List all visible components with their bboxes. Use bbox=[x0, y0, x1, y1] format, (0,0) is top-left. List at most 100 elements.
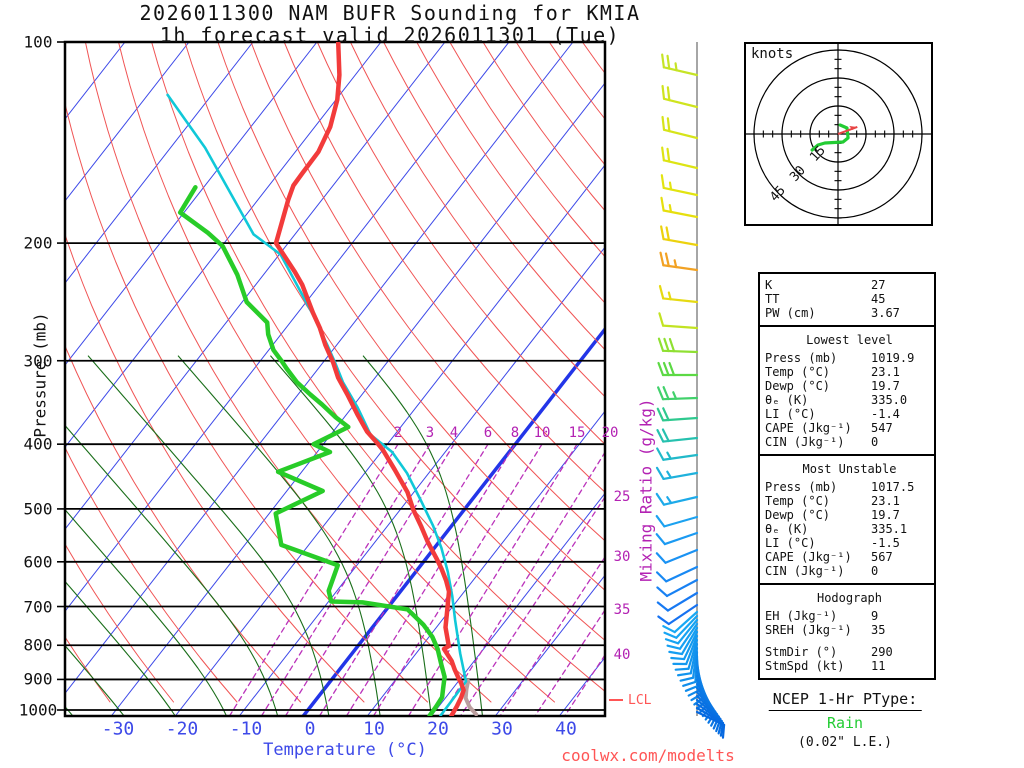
stats-row-label: CIN (Jkg⁻¹) bbox=[765, 435, 845, 449]
wind-barb bbox=[660, 196, 699, 219]
stats-row-value: 9 bbox=[871, 609, 879, 623]
pressure-tick-label-1000: 1000 bbox=[18, 700, 58, 720]
mixing-ratio-label-10: 10 bbox=[533, 425, 551, 441]
mixing-ratio-axis-label: Mixing Ratio (g/kg) bbox=[636, 398, 656, 582]
wind-barb bbox=[668, 626, 699, 656]
stats-row-value: 27 bbox=[871, 278, 886, 292]
wind-barb bbox=[656, 591, 699, 612]
temp-tick-label-30: 30 bbox=[491, 718, 513, 740]
stats-section-header: Lowest level bbox=[806, 333, 893, 347]
wind-barb bbox=[656, 428, 699, 443]
stats-section-header: Hodograph bbox=[816, 591, 883, 605]
stats-row-label: CAPE (Jkg⁻¹) bbox=[765, 550, 852, 564]
temp-tick-label--20: -20 bbox=[165, 718, 199, 740]
temp-tick-label-0: 0 bbox=[304, 718, 316, 740]
temp-tick-label-40: 40 bbox=[555, 718, 577, 740]
mixing-ratio-label-15: 15 bbox=[568, 425, 586, 441]
wind-barb bbox=[656, 407, 699, 422]
stats-row-value: -1.5 bbox=[871, 536, 900, 550]
wind-barb bbox=[657, 337, 699, 354]
stats-row-label: StmSpd (kt) bbox=[765, 659, 845, 673]
stats-section-1: Lowest level Press (mb) 1019.9 Temp (°C) 23.… bbox=[760, 325, 934, 454]
stats-row-label: Temp (°C) bbox=[765, 494, 831, 508]
stats-row: K 27 bbox=[765, 278, 934, 292]
pressure-tick-label-300: 300 bbox=[23, 351, 53, 371]
ptype-block: NCEP 1-Hr PType: Rain (0.02" L.E.) bbox=[768, 690, 922, 750]
stats-section-0: K 27 TT 45 PW (cm) 3.67 bbox=[760, 274, 934, 325]
mixing-ratio-label-20: 20 bbox=[601, 425, 619, 441]
stats-row-label: EH (Jkg⁻¹) bbox=[765, 609, 838, 623]
storm-motion-arrowhead bbox=[849, 125, 858, 130]
stats-row-label: Press (mb) bbox=[765, 351, 838, 365]
chart-title-line2: 1h forecast valid 2026011301 (Tue) bbox=[159, 23, 621, 47]
pressure-tick-label-400: 400 bbox=[23, 434, 53, 454]
stats-row-value: 45 bbox=[871, 292, 886, 306]
mixing-ratio-label-35: 35 bbox=[613, 602, 631, 618]
wind-barb bbox=[663, 614, 699, 639]
stats-row-value: 19.7 bbox=[871, 508, 900, 522]
wind-barb bbox=[655, 466, 699, 481]
stats-row-label: LI (°C) bbox=[765, 407, 816, 421]
wind-barb bbox=[655, 548, 699, 564]
wind-barb bbox=[655, 492, 699, 506]
parcel-trace bbox=[463, 679, 479, 716]
pressure-tick-label-600: 600 bbox=[23, 552, 53, 572]
mixing-ratio-label-40: 40 bbox=[613, 647, 631, 663]
stats-panel: K 27 TT 45 PW (cm) 3.67 Lowest level Press (mb)… bbox=[758, 272, 936, 680]
pressure-tick-label-200: 200 bbox=[23, 233, 53, 253]
mixing-ratio-label-30: 30 bbox=[613, 549, 631, 565]
pressure-tick-label-700: 700 bbox=[23, 597, 53, 617]
ptype-value: Rain bbox=[826, 714, 864, 732]
stats-row: Press (mb) 1017.5 bbox=[765, 480, 934, 494]
stats-row: StmDir (°) 290 bbox=[765, 645, 934, 659]
wind-barb bbox=[661, 146, 699, 170]
stats-row-value: -1.4 bbox=[871, 407, 900, 421]
skewt-grid bbox=[65, 42, 605, 716]
mixing-ratio-label-8: 8 bbox=[510, 425, 520, 441]
wind-barb bbox=[656, 578, 699, 598]
stats-row-label: StmDir (°) bbox=[765, 645, 838, 659]
stats-row: EH (Jkg⁻¹) 9 bbox=[765, 609, 934, 623]
ptype-title: NCEP 1-Hr PType: bbox=[768, 690, 922, 711]
wind-barb bbox=[656, 447, 699, 461]
stats-row-label: Temp (°C) bbox=[765, 365, 831, 379]
stats-row-value: 547 bbox=[871, 421, 893, 435]
pressure-tick-label-900: 900 bbox=[23, 669, 53, 689]
temp-tick-label--10: -10 bbox=[229, 718, 263, 740]
stats-row-value: 19.7 bbox=[871, 379, 900, 393]
stats-row: LI (°C) -1.4 bbox=[765, 407, 934, 421]
wind-barb bbox=[661, 53, 699, 77]
stats-row: LI (°C) -1.5 bbox=[765, 536, 934, 550]
wind-barb bbox=[655, 514, 699, 528]
wind-barb bbox=[661, 115, 699, 140]
stats-row: TT 45 bbox=[765, 292, 934, 306]
stats-row-value: 23.1 bbox=[871, 494, 900, 508]
wind-barb bbox=[658, 312, 699, 330]
stats-row-value: 1019.9 bbox=[871, 351, 915, 365]
stats-row: StmSpd (kt) 11 bbox=[765, 659, 934, 673]
stats-row-value: 3.67 bbox=[871, 306, 900, 320]
pressure-tick-label-100: 100 bbox=[23, 32, 53, 52]
stats-row-label: CAPE (Jkg⁻¹) bbox=[765, 421, 852, 435]
stats-row-label: Dewp (°C) bbox=[765, 379, 831, 393]
stats-section-header: Most Unstable bbox=[802, 462, 897, 476]
stats-row-label: SREH (Jkg⁻¹) bbox=[765, 623, 852, 637]
dewpoint-curve bbox=[177, 185, 447, 716]
wind-barb bbox=[664, 618, 699, 645]
pressure-tick-label-500: 500 bbox=[23, 499, 53, 519]
stats-row-value: 335.1 bbox=[871, 522, 908, 536]
stats-row: Temp (°C) 23.1 bbox=[765, 494, 934, 508]
stats-row: θₑ (K) 335.1 bbox=[765, 522, 934, 536]
wind-barb bbox=[672, 634, 699, 666]
stats-row-value: 23.1 bbox=[871, 365, 900, 379]
wind-barb bbox=[657, 361, 699, 377]
wind-barb bbox=[674, 638, 699, 671]
wind-barb bbox=[695, 710, 726, 739]
stats-row: CIN (Jkg⁻¹) 0 bbox=[765, 564, 934, 578]
stats-row: CIN (Jkg⁻¹) 0 bbox=[765, 435, 934, 449]
stats-row: Temp (°C) 23.1 bbox=[765, 365, 934, 379]
temp-tick-label--30: -30 bbox=[101, 718, 135, 740]
mixing-ratio-label-25: 25 bbox=[613, 489, 631, 505]
